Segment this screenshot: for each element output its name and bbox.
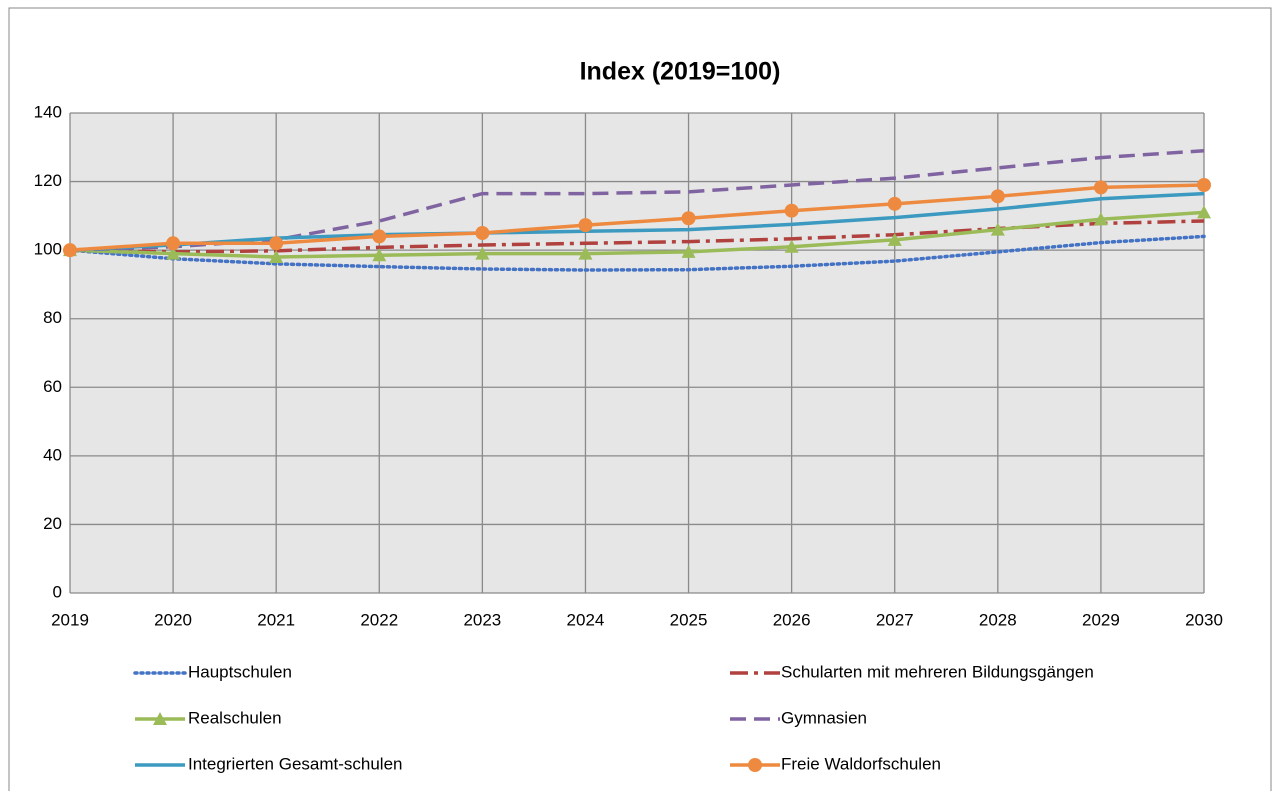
y-tick-label: 20 — [43, 514, 62, 533]
marker — [784, 203, 799, 218]
marker — [578, 246, 593, 260]
x-tick-label: 2025 — [670, 610, 708, 629]
y-tick-label: 80 — [43, 308, 62, 327]
y-tick-label: 100 — [34, 240, 62, 259]
x-tick-label: 2023 — [463, 610, 501, 629]
x-tick-label: 2029 — [1082, 610, 1120, 629]
marker — [269, 236, 284, 251]
y-tick-label: 0 — [53, 582, 62, 601]
y-tick-label: 40 — [43, 445, 62, 464]
series-line — [68, 234, 1206, 272]
x-tick-label: 2026 — [773, 610, 811, 629]
legend-label: Freie Waldorfschulen — [781, 754, 941, 773]
legend-label: Hauptschulen — [188, 662, 292, 681]
y-tick-label: 140 — [34, 102, 62, 121]
x-tick-label: 2020 — [154, 610, 192, 629]
marker — [475, 226, 490, 240]
chart-title: Index (2019=100) — [580, 58, 781, 86]
x-tick-label: 2030 — [1185, 610, 1223, 629]
marker — [681, 244, 696, 258]
x-tick-label: 2019 — [51, 610, 89, 629]
legend-label: Realschulen — [188, 708, 282, 727]
plot-area — [70, 113, 1204, 593]
marker — [475, 246, 490, 260]
marker — [269, 250, 284, 263]
marker — [784, 239, 799, 253]
x-tick-label: 2021 — [257, 610, 295, 629]
marker — [372, 248, 387, 262]
marker — [166, 236, 181, 251]
marker — [1093, 212, 1108, 226]
marker — [681, 211, 696, 226]
x-tick-label: 2028 — [979, 610, 1017, 629]
legend-label: Gymnasien — [781, 708, 867, 727]
series-line — [69, 210, 1205, 259]
marker — [1197, 205, 1211, 219]
marker — [63, 243, 77, 258]
y-tick-label: 120 — [34, 171, 62, 190]
marker — [887, 232, 902, 246]
marker — [578, 218, 593, 233]
x-tick-label: 2022 — [360, 610, 398, 629]
marker — [748, 758, 762, 772]
series-line — [69, 148, 1205, 252]
marker — [887, 196, 902, 211]
marker — [990, 222, 1005, 236]
marker — [153, 712, 167, 725]
marker — [166, 246, 181, 260]
x-tick-label: 2027 — [876, 610, 914, 629]
series-line — [69, 191, 1205, 252]
legend-label: Schularten mit mehreren Bildungsgängen — [781, 662, 1094, 681]
x-tick-label: 2024 — [567, 610, 605, 629]
marker — [990, 189, 1005, 204]
y-tick-label: 60 — [43, 377, 62, 396]
series-line — [69, 183, 1205, 252]
marker — [372, 229, 387, 244]
marker — [1093, 180, 1108, 195]
marker — [1197, 178, 1211, 192]
legend-label: Integrierten Gesamt-schulen — [188, 754, 403, 773]
